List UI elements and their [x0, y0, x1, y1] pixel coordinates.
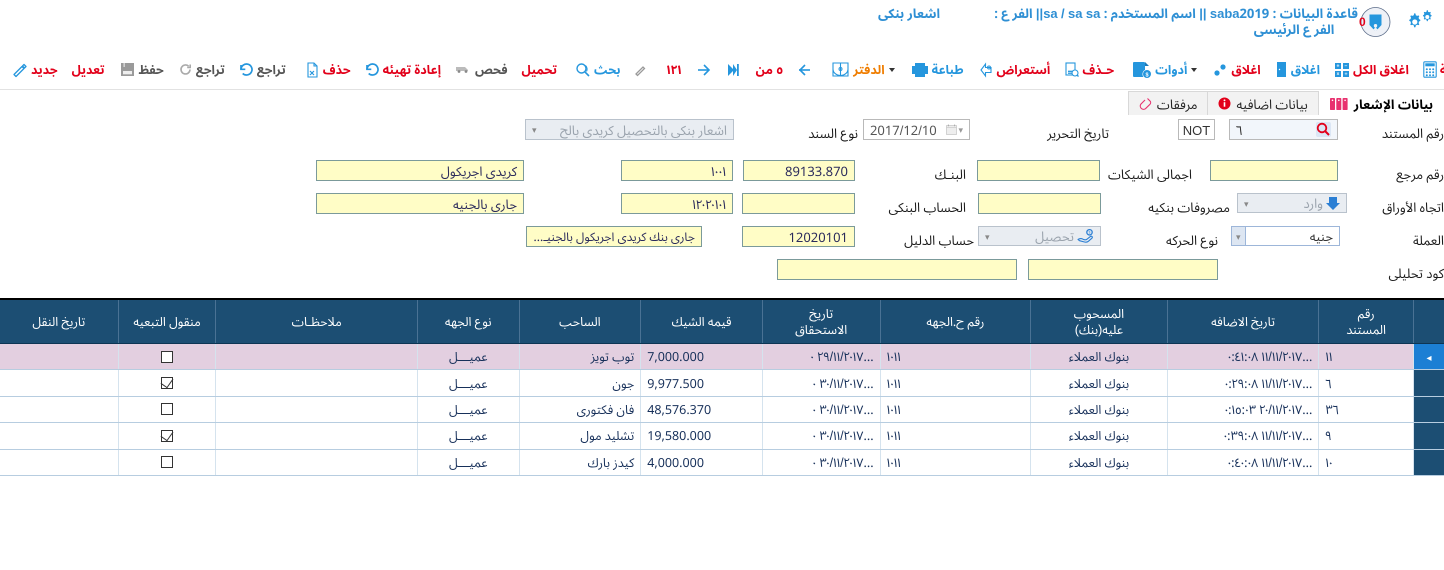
svg-text:$: $	[1089, 230, 1091, 234]
